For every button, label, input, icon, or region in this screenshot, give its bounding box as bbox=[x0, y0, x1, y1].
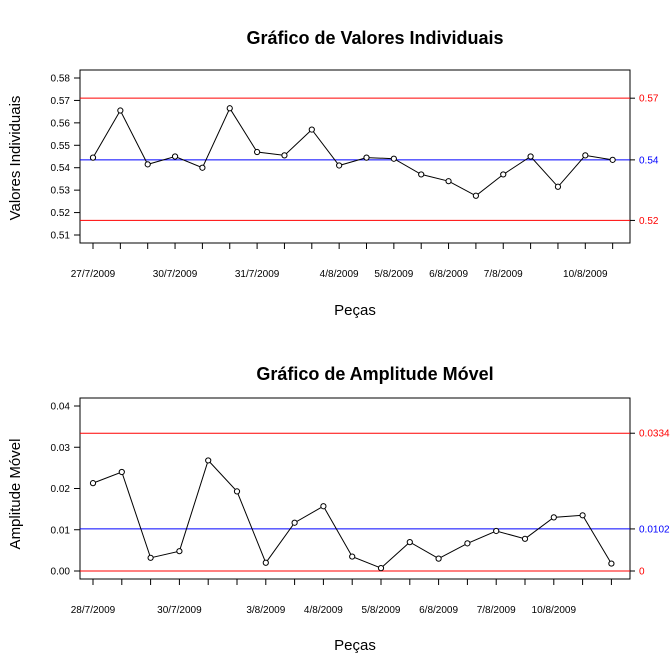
x-tick-label: 6/8/2009 bbox=[429, 269, 468, 280]
chart-title: Gráfico de Amplitude Móvel bbox=[256, 364, 493, 384]
data-point bbox=[435, 555, 442, 562]
y-tick-label: 0.51 bbox=[51, 231, 71, 242]
y-tick-label: 0.02 bbox=[51, 484, 71, 495]
x-tick-label: 5/8/2009 bbox=[362, 605, 401, 616]
data-point bbox=[336, 162, 343, 169]
y-tick-label: 0.56 bbox=[51, 118, 71, 129]
data-point bbox=[144, 161, 151, 168]
upper-control-limit-label: 0.0334 bbox=[639, 429, 670, 440]
x-tick-label: 4/8/2009 bbox=[304, 605, 343, 616]
data-point bbox=[176, 548, 183, 555]
data-point bbox=[493, 527, 500, 535]
data-point bbox=[226, 105, 233, 112]
data-point bbox=[390, 155, 397, 162]
lower-control-limit-label: 0 bbox=[639, 567, 645, 578]
data-point bbox=[254, 148, 261, 156]
y-tick-label: 0.00 bbox=[51, 567, 71, 578]
x-tick-label: 5/8/2009 bbox=[374, 269, 413, 280]
data-point bbox=[233, 488, 241, 495]
data-point bbox=[89, 154, 97, 161]
y-tick-label: 0.57 bbox=[51, 96, 71, 107]
x-tick-label: 30/7/2009 bbox=[157, 605, 202, 616]
data-point bbox=[464, 540, 471, 547]
data-point bbox=[609, 156, 616, 163]
x-tick-label: 28/7/2009 bbox=[71, 605, 116, 616]
x-axis-label: Peças bbox=[334, 637, 376, 654]
chart-panel-2: Gráfico de Amplitude Móvel 0.00 0.01 0.02 0.… bbox=[7, 364, 670, 654]
chart-panel-1: Gráfico de Valores Individuais 0.51 0.52 0.… bbox=[7, 28, 659, 319]
data-point bbox=[472, 192, 479, 199]
data-point bbox=[377, 565, 385, 572]
lower-control-limit-label: 0.52 bbox=[639, 216, 659, 227]
data-point bbox=[89, 480, 97, 487]
data-point bbox=[418, 171, 425, 178]
data-point bbox=[205, 457, 212, 464]
data-point bbox=[320, 503, 327, 510]
data-point bbox=[117, 107, 124, 114]
y-tick-label: 0.55 bbox=[51, 141, 71, 152]
x-tick-label: 30/7/2009 bbox=[153, 269, 198, 280]
y-tick-label: 0.58 bbox=[51, 74, 71, 85]
series-line bbox=[92, 107, 613, 197]
data-point bbox=[199, 164, 206, 171]
chart-title: Gráfico de Valores Individuais bbox=[246, 28, 503, 48]
x-tick-label: 27/7/2009 bbox=[71, 269, 116, 280]
center-line-label: 0.54 bbox=[639, 155, 659, 166]
y-tick-label: 0.04 bbox=[51, 402, 71, 413]
data-point bbox=[521, 535, 529, 542]
data-point bbox=[608, 560, 615, 567]
series-line bbox=[92, 459, 612, 569]
x-tick-label: 7/8/2009 bbox=[484, 269, 523, 280]
data-point bbox=[171, 153, 179, 160]
data-point bbox=[363, 154, 370, 161]
data-point bbox=[500, 171, 507, 178]
x-tick-label: 10/8/2009 bbox=[532, 605, 577, 616]
y-axis-label: Valores Individuais bbox=[7, 96, 24, 221]
data-point bbox=[147, 554, 154, 561]
x-axis-label: Peças bbox=[334, 302, 376, 319]
y-tick-label: 0.03 bbox=[51, 443, 71, 454]
plot-frame bbox=[79, 397, 631, 580]
y-tick-label: 0.53 bbox=[51, 186, 71, 197]
y-tick-label: 0.52 bbox=[51, 208, 71, 219]
upper-control-limit-label: 0.57 bbox=[639, 94, 659, 105]
x-tick-label: 4/8/2009 bbox=[320, 269, 359, 280]
data-point bbox=[281, 152, 288, 159]
x-tick-label: 10/8/2009 bbox=[563, 269, 608, 280]
data-point bbox=[262, 559, 269, 566]
y-axis-label: Amplitude Móvel bbox=[7, 439, 24, 550]
data-point bbox=[527, 153, 534, 160]
data-point bbox=[550, 514, 557, 521]
data-point bbox=[554, 183, 562, 190]
center-line-label: 0.0102 bbox=[639, 524, 670, 535]
x-tick-label: 31/7/2009 bbox=[235, 269, 280, 280]
data-point bbox=[308, 126, 315, 133]
x-tick-label: 3/8/2009 bbox=[246, 605, 285, 616]
data-point bbox=[349, 553, 356, 560]
data-point bbox=[579, 512, 586, 519]
data-point bbox=[445, 178, 452, 185]
y-tick-label: 0.54 bbox=[51, 163, 71, 174]
data-point bbox=[118, 468, 125, 476]
data-point bbox=[582, 152, 589, 159]
plot-frame bbox=[79, 69, 631, 244]
x-tick-label: 6/8/2009 bbox=[419, 605, 458, 616]
data-point bbox=[406, 539, 413, 546]
y-tick-label: 0.01 bbox=[51, 525, 71, 536]
data-point bbox=[291, 519, 298, 526]
x-tick-label: 7/8/2009 bbox=[477, 605, 516, 616]
